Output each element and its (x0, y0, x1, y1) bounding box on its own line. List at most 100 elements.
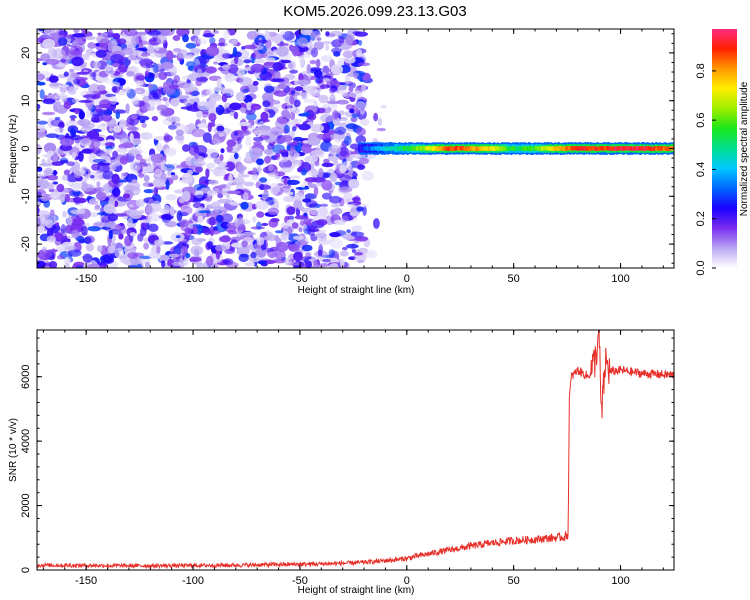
noise-blob (73, 29, 80, 34)
noise-blob (331, 203, 341, 208)
snr-y-axis-label: SNR (10 * v/v) (8, 418, 19, 482)
noise-blob (338, 186, 353, 193)
noise-blob (48, 194, 58, 198)
noise-blob (176, 164, 190, 169)
noise-blob (348, 90, 363, 98)
noise-blob (238, 164, 245, 175)
noise-blob (206, 190, 218, 196)
noise-blob (299, 56, 304, 67)
snr-frame (36, 329, 675, 571)
noise-blob (148, 98, 162, 106)
noise-blob (246, 101, 252, 111)
noise-blob (244, 262, 256, 267)
noise-blob (121, 47, 134, 55)
noise-blob (136, 75, 145, 81)
noise-blob (71, 98, 80, 104)
noise-blob (282, 185, 292, 189)
noise-blob (173, 48, 182, 53)
spectrogram-y-tick-label: 20 (20, 47, 32, 59)
noise-blob (257, 260, 268, 265)
noise-blob (216, 166, 229, 170)
noise-blob (313, 41, 324, 50)
noise-blob (293, 251, 303, 262)
noise-blob (263, 148, 273, 155)
noise-blob (73, 195, 81, 206)
noise-blob (143, 242, 150, 250)
noise-blob (220, 209, 229, 213)
noise-blob (131, 97, 139, 105)
noise-blob (273, 198, 278, 203)
noise-blob (273, 90, 288, 97)
noise-blob (327, 155, 339, 162)
noise-blob (58, 30, 68, 36)
noise-blob (286, 206, 296, 215)
noise-blob (215, 104, 225, 116)
noise-blob (361, 170, 374, 181)
noise-blob (286, 191, 294, 196)
noise-blob (124, 235, 133, 247)
noise-blob (40, 53, 51, 62)
noise-blob (137, 162, 149, 168)
noise-blob (52, 48, 66, 60)
noise-blob (175, 129, 184, 136)
noise-blob (176, 210, 183, 222)
noise-blob (147, 45, 155, 54)
noise-blob (313, 89, 322, 94)
noise-blob (185, 252, 191, 259)
snr-x-ticks: -150 -100 -50 0 50 100 (42, 330, 664, 587)
noise-blob (344, 56, 356, 64)
spectrogram-x-tick-label: -100 (182, 273, 204, 285)
noise-blob (43, 29, 55, 35)
spectrogram-y-tick-label: -10 (20, 188, 32, 204)
noise-blob (315, 58, 321, 68)
noise-blob (96, 84, 106, 92)
noise-blob (205, 255, 214, 267)
noise-blob (160, 208, 169, 215)
noise-blob (172, 35, 181, 41)
noise-blob (271, 78, 285, 83)
spectrogram-y-tick-label: 10 (20, 95, 32, 107)
noise-blob (267, 143, 275, 150)
noise-blob (298, 123, 311, 131)
noise-blob (302, 111, 311, 117)
noise-blob (90, 72, 97, 78)
noise-blob (267, 207, 280, 216)
noise-blob (182, 34, 189, 43)
noise-blob (283, 195, 296, 203)
noise-blob (284, 257, 292, 266)
noise-blob (333, 160, 339, 166)
noise-blob (202, 114, 209, 118)
noise-blob (136, 115, 150, 121)
noise-blob (297, 79, 310, 86)
noise-blob (351, 113, 360, 118)
noise-blob (356, 203, 370, 208)
noise-blob (82, 94, 97, 99)
noise-blob (300, 262, 307, 268)
noise-blob (155, 142, 163, 152)
noise-blob (82, 137, 90, 144)
noise-blob (311, 30, 321, 38)
noise-blob (54, 127, 65, 134)
noise-blob (81, 148, 94, 154)
noise-blob (318, 94, 329, 104)
noise-blob (231, 242, 244, 248)
noise-blob (298, 227, 303, 233)
noise-blob (245, 135, 252, 147)
noise-blob (213, 207, 222, 213)
colorbar-label: Normalized spectral amplitude (739, 81, 750, 216)
noise-blob (71, 56, 84, 67)
noise-blob (78, 151, 84, 162)
noise-blob (126, 181, 141, 191)
snr-y-tick-label: 6000 (20, 364, 32, 388)
noise-blob (206, 45, 220, 57)
noise-blob (161, 165, 168, 172)
snr-y-tick-label: 0 (20, 567, 32, 573)
noise-blob (377, 117, 382, 126)
noise-blob (104, 142, 115, 147)
noise-blob (307, 136, 321, 146)
noise-blob (112, 187, 121, 197)
noise-blob (180, 206, 193, 215)
noise-blob (310, 47, 319, 58)
noise-blob (265, 57, 276, 63)
noise-blob (233, 111, 239, 120)
